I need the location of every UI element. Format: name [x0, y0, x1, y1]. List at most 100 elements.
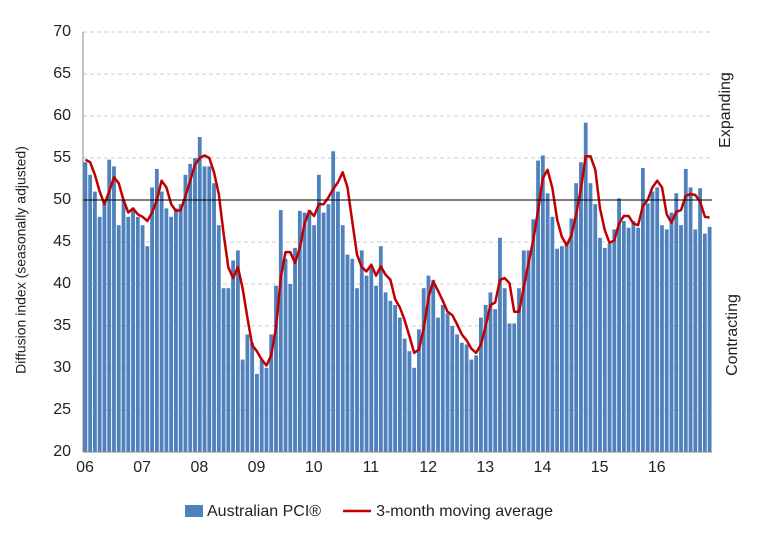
bar [426, 275, 431, 452]
bar [445, 313, 450, 452]
bar [693, 229, 698, 452]
bar [545, 193, 550, 452]
bar [640, 168, 645, 452]
bar [698, 188, 702, 453]
bar [517, 288, 521, 452]
bar [536, 160, 540, 452]
legend-label: Australian PCI® [207, 503, 321, 520]
line [84, 154, 710, 367]
bar [336, 191, 340, 452]
bar [674, 193, 679, 452]
legend-label: 3-month moving average [376, 503, 553, 520]
x-tick-label: 11 [363, 459, 380, 476]
bar [631, 221, 636, 452]
bar [331, 151, 336, 452]
bar [531, 219, 536, 452]
bar [316, 174, 321, 453]
bar [488, 292, 493, 452]
bar [388, 300, 393, 452]
bar [583, 122, 588, 452]
bar [93, 191, 97, 452]
x-tick-label: 16 [648, 459, 666, 476]
bar [178, 204, 183, 452]
y-tick-label: 60 [53, 107, 71, 124]
bar [402, 338, 407, 452]
bar [231, 260, 236, 452]
bar [593, 204, 598, 452]
bar [140, 225, 145, 452]
bar [393, 305, 398, 452]
x-tick-label: 08 [190, 459, 208, 476]
bar [559, 246, 564, 452]
bar [97, 216, 102, 452]
bar [340, 225, 345, 452]
bar [455, 334, 459, 452]
bar [216, 225, 221, 452]
bar [193, 158, 197, 452]
bar [417, 329, 421, 452]
bar [259, 359, 264, 452]
bar [274, 285, 278, 452]
bar [431, 279, 436, 452]
bar [664, 229, 669, 452]
x-tick-label: 13 [476, 459, 494, 476]
annotation: Contracting [724, 294, 741, 376]
bar [183, 174, 188, 453]
bar [474, 355, 479, 452]
bar [126, 216, 131, 452]
bar [397, 317, 402, 452]
bar [569, 218, 574, 452]
bar [112, 166, 116, 452]
bar [207, 166, 212, 452]
bar [221, 288, 226, 452]
y-axis-label: Diffusion index (seasonally adjusted) [13, 146, 29, 374]
bar [636, 227, 641, 452]
y-tick-label: 55 [53, 149, 71, 166]
bar [550, 216, 555, 452]
bar [469, 359, 474, 452]
bar [364, 275, 369, 452]
bar [88, 174, 93, 453]
bar [188, 163, 193, 452]
bar [555, 248, 560, 452]
bar [107, 159, 112, 452]
bar [378, 246, 383, 452]
bar [383, 292, 388, 452]
bar [459, 342, 464, 452]
bar [450, 326, 455, 452]
bar [321, 212, 326, 452]
y-tick-label: 20 [53, 443, 71, 460]
bar [355, 288, 359, 452]
x-tick-label: 10 [305, 459, 323, 476]
bar [83, 162, 88, 452]
bar [650, 191, 655, 452]
bar [297, 210, 302, 452]
bar [369, 267, 374, 452]
y-tick-label: 40 [53, 275, 71, 292]
bar [602, 247, 607, 452]
y-tick-label: 45 [53, 233, 71, 250]
bar [579, 162, 583, 452]
bar [164, 208, 169, 452]
bar [264, 368, 269, 452]
bar [464, 344, 469, 452]
bar [521, 250, 526, 452]
bar [302, 212, 307, 452]
y-tick-label: 25 [53, 401, 71, 418]
bar [407, 351, 412, 452]
bar [278, 210, 283, 452]
bar [326, 204, 331, 452]
bar [116, 225, 121, 452]
bar [688, 187, 693, 452]
bar [197, 137, 202, 452]
bar [269, 334, 274, 452]
bar [288, 284, 293, 452]
y-tick-label: 70 [53, 23, 71, 40]
y-tick-label: 50 [53, 191, 71, 208]
bar [588, 183, 593, 452]
x-tick-label: 15 [591, 459, 609, 476]
x-tick-label: 09 [248, 459, 266, 476]
bar [621, 221, 626, 452]
bar [135, 216, 140, 452]
bar [102, 200, 107, 452]
